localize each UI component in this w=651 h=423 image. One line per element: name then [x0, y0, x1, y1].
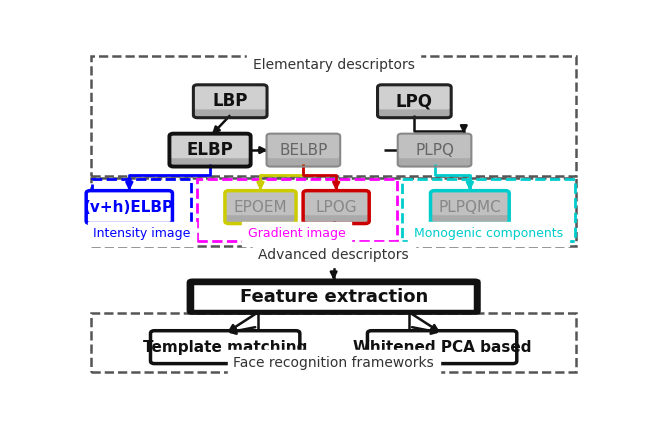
- Text: Feature extraction: Feature extraction: [240, 288, 428, 306]
- Text: Advanced descriptors: Advanced descriptors: [258, 248, 409, 262]
- Text: LBP: LBP: [212, 92, 248, 110]
- FancyBboxPatch shape: [378, 99, 451, 118]
- FancyBboxPatch shape: [367, 331, 517, 364]
- Text: PLPQ: PLPQ: [415, 143, 454, 158]
- Bar: [91, 179, 575, 246]
- FancyBboxPatch shape: [188, 280, 479, 313]
- Bar: [92, 179, 191, 241]
- FancyBboxPatch shape: [86, 191, 173, 223]
- FancyBboxPatch shape: [193, 99, 267, 118]
- Text: Elementary descriptors: Elementary descriptors: [253, 58, 415, 72]
- Bar: [193, 283, 475, 310]
- Text: Face recognition frameworks: Face recognition frameworks: [233, 356, 434, 370]
- FancyBboxPatch shape: [266, 148, 340, 167]
- Text: BELBP: BELBP: [279, 143, 327, 158]
- Text: LPOG: LPOG: [315, 200, 357, 214]
- FancyBboxPatch shape: [398, 134, 471, 158]
- FancyBboxPatch shape: [303, 204, 369, 223]
- Text: Monogenic components: Monogenic components: [414, 227, 563, 240]
- FancyBboxPatch shape: [225, 191, 296, 215]
- FancyBboxPatch shape: [266, 134, 340, 158]
- Text: LPQ: LPQ: [396, 92, 433, 110]
- FancyBboxPatch shape: [169, 148, 251, 167]
- Text: Whitened PCA based: Whitened PCA based: [353, 340, 531, 354]
- Text: Gradient image: Gradient image: [248, 227, 346, 240]
- FancyBboxPatch shape: [378, 85, 451, 110]
- FancyBboxPatch shape: [150, 331, 300, 364]
- Text: Template matching: Template matching: [143, 340, 307, 354]
- FancyBboxPatch shape: [430, 191, 509, 215]
- FancyBboxPatch shape: [169, 134, 251, 158]
- Text: (v+h)ELBP: (v+h)ELBP: [84, 200, 174, 214]
- Text: ELBP: ELBP: [187, 141, 234, 159]
- Bar: [197, 179, 396, 241]
- Bar: [402, 179, 575, 241]
- Bar: [91, 313, 575, 371]
- FancyBboxPatch shape: [193, 85, 267, 110]
- Bar: [91, 56, 575, 176]
- Text: Intensity image: Intensity image: [93, 227, 191, 240]
- FancyBboxPatch shape: [430, 204, 509, 223]
- FancyBboxPatch shape: [303, 191, 369, 215]
- Text: PLPQMC: PLPQMC: [439, 200, 501, 214]
- Text: EPOEM: EPOEM: [234, 200, 287, 214]
- FancyBboxPatch shape: [225, 204, 296, 223]
- Text: Feature extraction: Feature extraction: [240, 288, 428, 306]
- FancyBboxPatch shape: [398, 148, 471, 167]
- Bar: [189, 281, 478, 313]
